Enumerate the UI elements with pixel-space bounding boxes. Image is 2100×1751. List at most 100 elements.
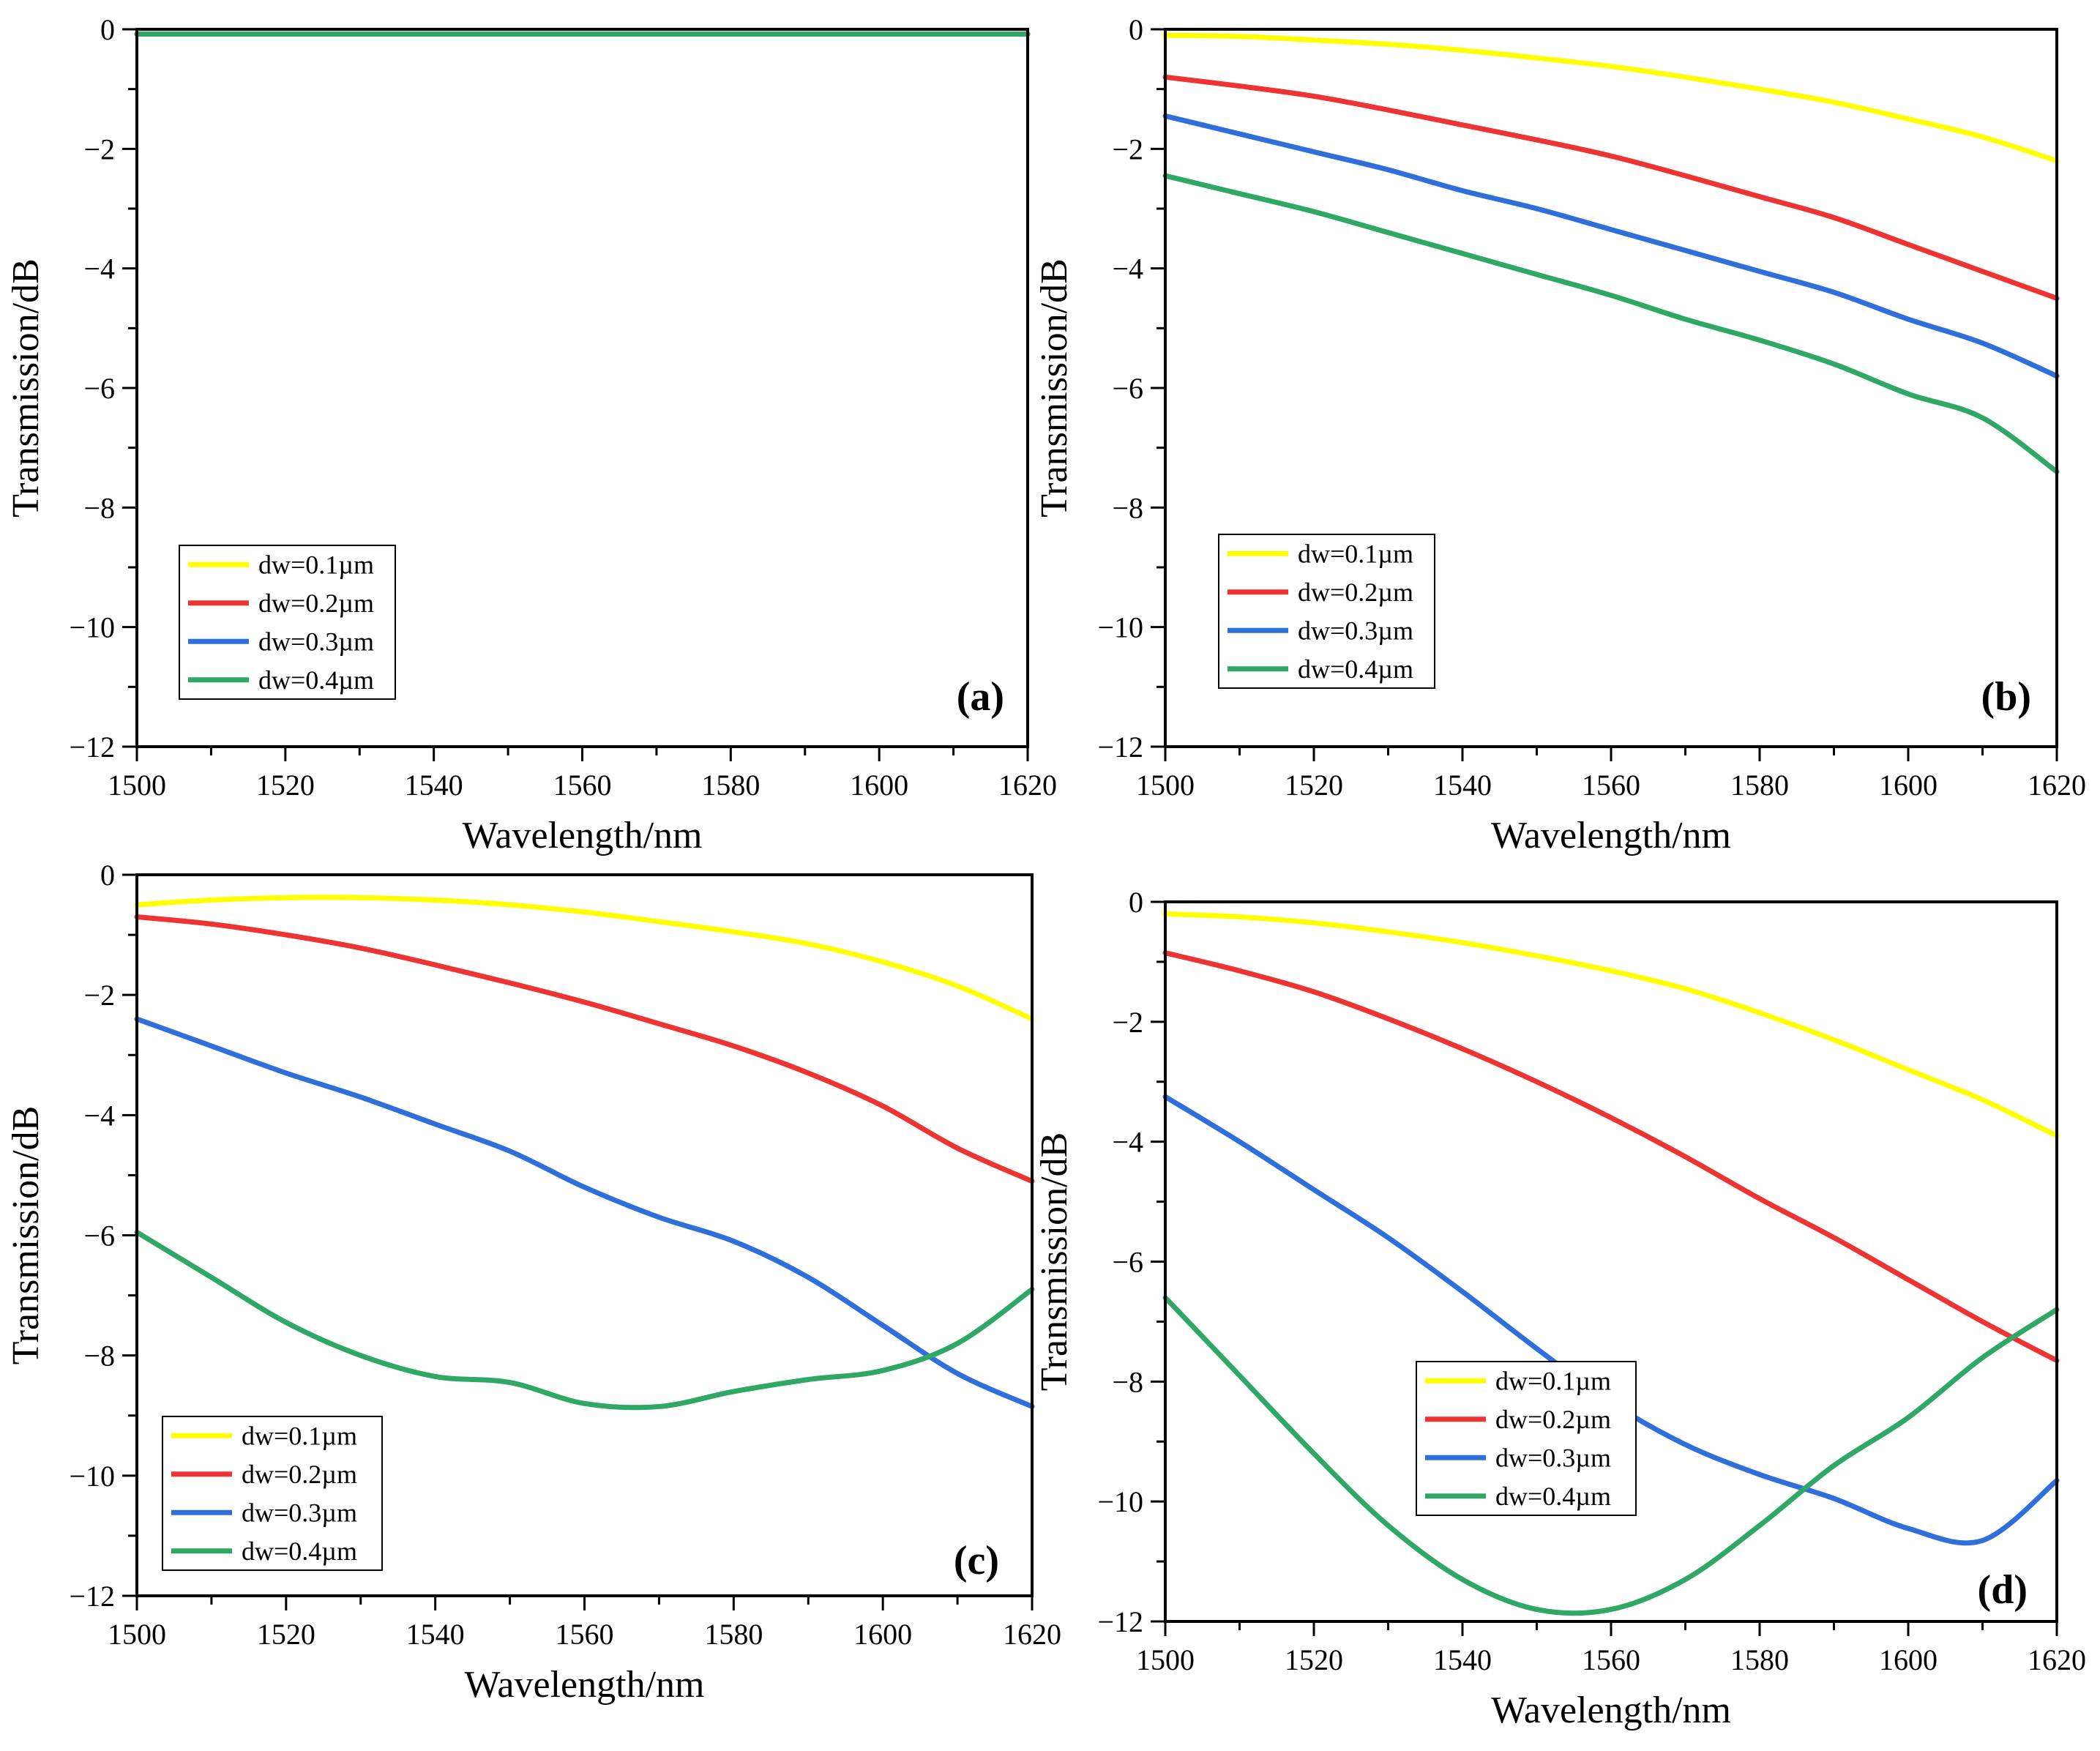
x-tick-label: 1620 xyxy=(1003,1618,1061,1651)
legend-label: dw=0.2µm xyxy=(242,1460,357,1489)
series-line-1 xyxy=(1162,32,2060,164)
x-tick-label: 1600 xyxy=(1879,1643,1938,1676)
panel-label: (a) xyxy=(957,674,1004,720)
legend-label: dw=0.1µm xyxy=(258,550,374,579)
legend-label: dw=0.1µm xyxy=(1298,539,1413,568)
y-tick-label: −6 xyxy=(83,372,115,405)
y-axis-title: Transmission/dB xyxy=(1034,1132,1075,1392)
series-line-2 xyxy=(1162,950,2060,1364)
y-tick-label: 0 xyxy=(100,859,115,892)
y-tick-label: −2 xyxy=(1112,132,1143,165)
chart-panel-a: 1500 1520 1540 1560 1580 1600 1620 0 −2 −4 −6 −8 −10… xyxy=(5,13,1057,856)
legend-label: dw=0.3µm xyxy=(258,627,374,656)
legend-label: dw=0.2µm xyxy=(1298,578,1413,607)
y-tick-label: −6 xyxy=(1112,372,1143,405)
y-tick-label: −12 xyxy=(1097,731,1143,764)
y-tick-label: −6 xyxy=(1112,1246,1143,1279)
legend-box xyxy=(1218,534,1435,689)
legend-label: dw=0.4µm xyxy=(242,1537,357,1566)
y-axis-title: Transmission/dB xyxy=(5,258,47,518)
legend-label: dw=0.2µm xyxy=(1495,1405,1611,1434)
x-tick-label: 1580 xyxy=(1730,769,1789,802)
legend: dw=0.1µm dw=0.2µm dw=0.3µm dw=0.4µm xyxy=(1416,1361,1637,1516)
series-line-3 xyxy=(134,1016,1035,1409)
x-tick-label: 1540 xyxy=(405,769,463,802)
y-tick-label: −4 xyxy=(1112,1126,1143,1159)
legend-label: dw=0.3µm xyxy=(1495,1443,1611,1472)
x-tick-label: 1560 xyxy=(1582,1643,1640,1676)
legend-label: dw=0.4µm xyxy=(258,665,374,695)
series-line-4 xyxy=(1162,173,2060,474)
x-tick-label: 1540 xyxy=(1433,769,1492,802)
x-tick-label: 1600 xyxy=(1879,769,1938,802)
x-tick-label: 1580 xyxy=(1730,1643,1789,1676)
series-line-3 xyxy=(1162,113,2060,379)
panel-label: (d) xyxy=(1978,1567,2028,1613)
y-tick-label: −8 xyxy=(1112,491,1143,524)
x-tick-label: 1520 xyxy=(1285,1643,1343,1676)
x-axis-title: Wavelength/nm xyxy=(1491,815,1731,856)
x-tick-label: 1580 xyxy=(704,1618,763,1651)
legend-box xyxy=(162,1416,383,1571)
legend: dw=0.1µm dw=0.2µm dw=0.3µm dw=0.4µm xyxy=(179,545,396,700)
y-tick-label: −2 xyxy=(83,979,115,1012)
y-tick-label: −4 xyxy=(1112,253,1143,285)
series-line-2 xyxy=(134,914,1035,1184)
x-tick-label: 1620 xyxy=(2028,1643,2086,1676)
y-tick-label: −8 xyxy=(83,491,115,524)
x-tick-label: 1500 xyxy=(108,769,166,802)
y-tick-label: −6 xyxy=(83,1220,115,1252)
x-tick-label: 1520 xyxy=(256,769,315,802)
panel-label: (c) xyxy=(954,1538,999,1583)
legend-label: dw=0.2µm xyxy=(258,589,374,618)
y-tick-label: 0 xyxy=(1129,886,1143,919)
y-tick-label: −8 xyxy=(83,1340,115,1373)
x-tick-label: 1560 xyxy=(553,769,612,802)
legend: dw=0.1µm dw=0.2µm dw=0.3µm dw=0.4µm xyxy=(1218,534,1435,689)
x-tick-label: 1620 xyxy=(2028,769,2086,802)
x-tick-label: 1560 xyxy=(556,1618,614,1651)
y-tick-label: −4 xyxy=(83,253,115,285)
y-tick-label: −10 xyxy=(1097,1485,1143,1518)
y-tick-label: −2 xyxy=(1112,1006,1143,1039)
legend-label: dw=0.4µm xyxy=(1495,1482,1611,1511)
series-line-1 xyxy=(1162,911,2060,1138)
y-tick-label: −8 xyxy=(1112,1365,1143,1398)
x-tick-label: 1600 xyxy=(850,769,908,802)
y-tick-label: −12 xyxy=(69,731,115,764)
legend-label: dw=0.1µm xyxy=(242,1421,357,1450)
legend: dw=0.1µm dw=0.2µm dw=0.3µm dw=0.4µm xyxy=(162,1416,383,1571)
panel-label: (b) xyxy=(1981,674,2031,720)
x-tick-label: 1500 xyxy=(108,1618,166,1651)
x-axis-title: Wavelength/nm xyxy=(465,1664,705,1706)
x-tick-label: 1620 xyxy=(998,769,1057,802)
x-axis-title: Wavelength/nm xyxy=(463,815,703,856)
x-axis-title: Wavelength/nm xyxy=(1491,1690,1731,1731)
x-tick-label: 1500 xyxy=(1136,769,1195,802)
x-tick-label: 1600 xyxy=(853,1618,912,1651)
series-line-1 xyxy=(134,895,1035,1022)
chart-panel-b: 1500 1520 1540 1560 1580 1600 1620 0 −2 −4 −6 −8 −10… xyxy=(1034,13,2086,856)
series-line-2 xyxy=(1162,74,2060,301)
legend-box xyxy=(179,545,396,700)
x-tick-label: 1500 xyxy=(1136,1643,1195,1676)
x-tick-label: 1540 xyxy=(1433,1643,1492,1676)
x-tick-label: 1520 xyxy=(257,1618,315,1651)
y-tick-label: −10 xyxy=(69,611,115,644)
legend-box xyxy=(1416,1361,1637,1516)
y-tick-label: −10 xyxy=(69,1460,115,1493)
y-tick-label: −2 xyxy=(83,132,115,165)
y-tick-label: −4 xyxy=(83,1099,115,1132)
y-axis-title: Transmission/dB xyxy=(1034,258,1075,518)
chart-panel-c: 1500 1520 1540 1560 1580 1600 1620 0 −2 −4 −6 −8 −10… xyxy=(5,859,1061,1706)
legend-label: dw=0.3µm xyxy=(242,1498,357,1527)
x-tick-label: 1520 xyxy=(1285,769,1343,802)
x-tick-label: 1580 xyxy=(701,769,760,802)
y-axis-title: Transmission/dB xyxy=(5,1106,47,1365)
y-tick-label: 0 xyxy=(100,13,115,46)
y-tick-label: 0 xyxy=(1129,13,1143,46)
series-line-4 xyxy=(1162,1295,2060,1616)
x-tick-label: 1540 xyxy=(406,1618,465,1651)
legend-label: dw=0.1µm xyxy=(1495,1366,1611,1395)
